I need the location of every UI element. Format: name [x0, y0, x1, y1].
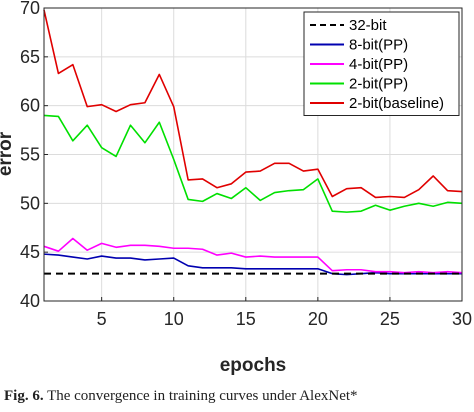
series-lines [43, 9, 463, 276]
x-tick-label: 30 [452, 309, 472, 329]
series-line-3 [43, 114, 463, 213]
legend-label-0: 32-bit [349, 17, 387, 34]
y-axis-title: error [0, 131, 16, 176]
legend-label-3: 2-bit(PP) [349, 76, 408, 93]
legend-label-1: 8-bit(PP) [349, 37, 408, 54]
x-tick-label: 10 [164, 309, 184, 329]
series-line-2 [43, 237, 463, 274]
legend-label-4: 2-bit(baseline) [349, 95, 444, 112]
x-axis-title: epochs [220, 355, 287, 376]
y-tick-label: 55 [20, 145, 40, 165]
y-tick-label: 60 [20, 96, 40, 116]
x-tick-label: 20 [308, 309, 328, 329]
x-tick-label: 5 [97, 309, 107, 329]
x-tick-label: 15 [236, 309, 256, 329]
figure-caption-text: The convergence in training curves under… [47, 388, 358, 404]
figure-caption: Fig. 6. The convergence in training curv… [4, 388, 474, 405]
figure-caption-label: Fig. 6. [4, 388, 44, 404]
legend-label-2: 4-bit(PP) [349, 56, 408, 73]
y-tick-label: 50 [20, 193, 40, 213]
axis-ticks: 5 10 15 20 25 30 40 45 50 55 60 65 70 [20, 0, 472, 329]
legend: 32-bit 8-bit(PP) 4-bit(PP) 2-bit(PP) 2-bit(b… [303, 11, 460, 116]
y-tick-label: 40 [20, 291, 40, 311]
y-tick-label: 65 [20, 47, 40, 67]
y-tick-label: 70 [20, 0, 40, 18]
x-tick-label: 25 [380, 309, 400, 329]
y-tick-label: 45 [20, 242, 40, 262]
series-line-4 [43, 9, 463, 199]
